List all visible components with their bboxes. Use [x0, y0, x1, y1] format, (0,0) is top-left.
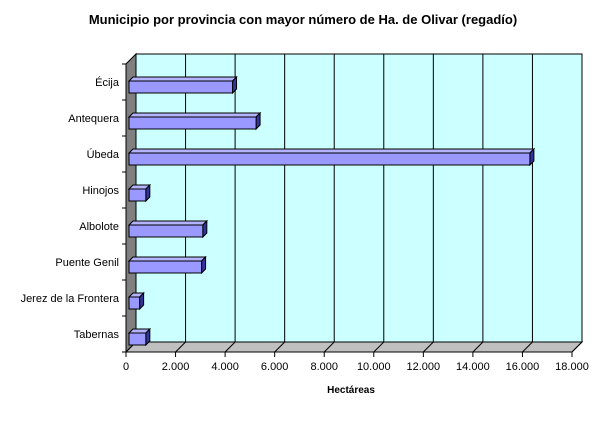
x-tick-label: 4.000 [211, 361, 239, 373]
gridline-floor [323, 341, 335, 353]
x-tick-label: 14.000 [456, 361, 490, 373]
bar [128, 332, 147, 346]
gridline-floor [274, 341, 286, 353]
x-tick-label: 18.000 [555, 361, 589, 373]
chart-title: Municipio por provincia con mayor número… [88, 12, 518, 27]
bar [128, 260, 203, 274]
x-tick-label: 6.000 [261, 361, 289, 373]
gridline-floor [175, 341, 186, 353]
bar-top [127, 76, 238, 82]
bar-top [127, 148, 536, 154]
y-category-label: Úbeda [87, 148, 120, 161]
y-category-label: Écija [95, 76, 120, 89]
x-axis-title: Hectáreas [327, 385, 375, 396]
bar [128, 116, 257, 130]
gridline-floor [472, 341, 484, 353]
bar-top [127, 220, 209, 226]
gridline-floor [571, 341, 583, 353]
y-category-label: Jerez de la Frontera [21, 293, 120, 305]
bar [128, 188, 147, 202]
x-tick-label: 2.000 [162, 361, 190, 373]
bar [128, 152, 531, 166]
x-tick-label: 8.000 [310, 361, 338, 373]
gridline-floor [373, 341, 385, 353]
x-tick-label: 12.000 [407, 361, 441, 373]
y-category-label: Tabernas [74, 329, 120, 341]
gridline-floor [522, 341, 533, 353]
bar [128, 80, 234, 94]
y-category-label: Puente Genil [55, 257, 119, 269]
y-category-label: Hinojos [82, 185, 119, 197]
plot-floor [124, 341, 584, 353]
bar [128, 296, 141, 310]
x-tick-label: 10.000 [357, 361, 391, 373]
y-category-label: Albolote [79, 221, 119, 233]
x-tick-label: 16.000 [506, 361, 540, 373]
x-tick-label: 0 [123, 361, 129, 373]
plot-back-wall [135, 53, 583, 343]
gridline-floor [422, 341, 434, 353]
y-category-label: Antequera [68, 113, 120, 125]
gridline-floor [224, 341, 236, 353]
bar [128, 224, 204, 238]
bar-top [127, 256, 207, 262]
bar-top [127, 112, 262, 118]
